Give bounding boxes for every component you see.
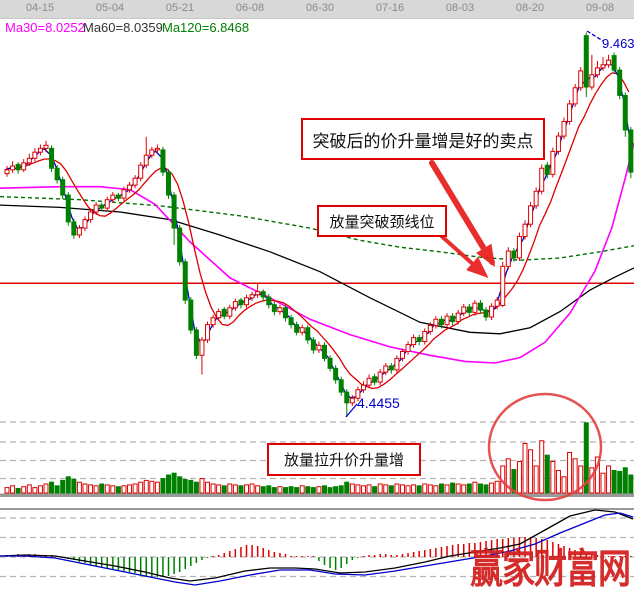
ma120-label: Ma120=6.8468	[162, 20, 250, 35]
high-price-label: 9.463	[602, 36, 634, 51]
date-tick: 08-03	[445, 2, 475, 14]
date-tick: 09-08	[585, 2, 615, 14]
date-tick: 07-16	[375, 2, 405, 14]
date-tick: 05-21	[165, 2, 195, 14]
callout-sell-point: 突破后的价升量增是好的卖点	[301, 118, 545, 160]
date-tick: 06-08	[235, 2, 265, 14]
date-tick: 05-04	[95, 2, 125, 14]
date-axis-bar: 04-15 05-04 05-21 06-08 06-30 07-16 08-03 08-20…	[0, 0, 634, 19]
low-price-label: 4.4455	[357, 395, 400, 411]
date-tick: 06-30	[305, 2, 335, 14]
date-tick: 04-15	[25, 2, 55, 14]
ma-legend: Ma30=8.0252 Ma60=8.0359 Ma120=6.8468	[0, 20, 634, 36]
ma30-label: Ma30=8.0252	[5, 20, 85, 35]
ma60-label: Ma60=8.0359	[83, 20, 163, 35]
callout-neckline-breakout: 放量突破颈线位	[317, 205, 447, 237]
callout-volume-rally: 放量拉升价升量增	[267, 443, 421, 476]
site-watermark: 赢家财富网	[470, 544, 631, 593]
date-tick: 08-20	[515, 2, 545, 14]
